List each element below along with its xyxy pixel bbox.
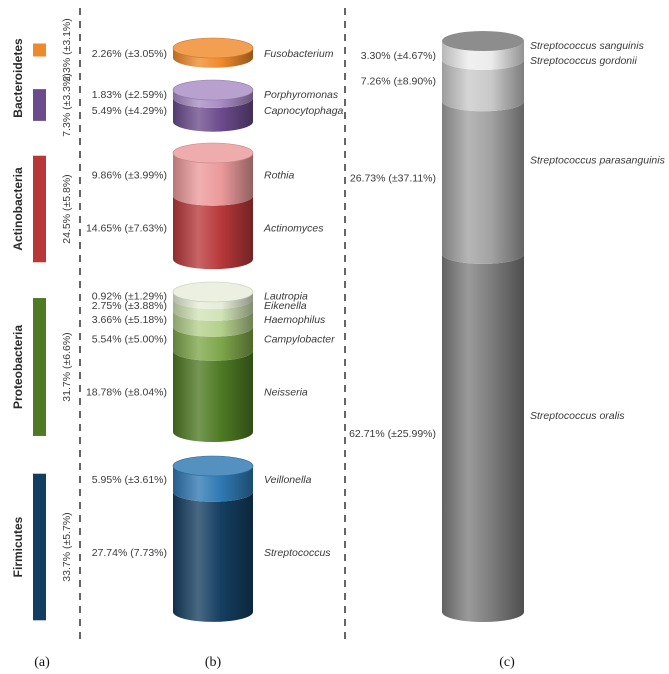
cylinder-top-bacteroidetes <box>172 79 254 101</box>
genus-percent-label: 2.75% (±3.88%) <box>92 300 167 312</box>
phylum-percent-label: 31.7% (±6.6%) <box>61 332 73 401</box>
genus-segment-capnocytophaga <box>173 97 253 132</box>
species-cylinder-top <box>442 31 524 51</box>
genus-percent-label: 5.95% (±3.61%) <box>92 474 167 486</box>
phylum-bar-0 <box>33 43 46 57</box>
species-percent-label: 7.26% (±8.90%) <box>361 76 436 88</box>
phylum-percent-label: 24.5% (±5.8%) <box>61 174 73 243</box>
species-segment-streptococcus-oralis <box>442 253 524 622</box>
cylinder-top-actinobacteria <box>172 142 254 164</box>
genus-percent-label: 9.86% (±3.99%) <box>92 169 167 181</box>
panel-label-b: (b) <box>205 655 222 670</box>
species-segment-streptococcus-gordonii <box>442 59 524 112</box>
genus-name-label-neisseria: Neisseria <box>264 386 308 398</box>
genus-name-label-actinomyces: Actinomyces <box>263 222 324 234</box>
genus-segment-neisseria <box>173 350 253 443</box>
genus-percent-label: 1.83% (±2.59%) <box>92 89 167 101</box>
phylum-label-bacteroidetes: Bacteroidetes <box>11 38 25 118</box>
genus-name-label-eikenella: Eikenella <box>264 300 307 312</box>
phylum-label-proteobacteria: Proteobacteria <box>11 325 25 409</box>
phylum-label-actinobacteria: Actinobacteria <box>11 167 25 251</box>
species-segment-streptococcus-sanguinis <box>442 41 524 70</box>
species-percent-label: 26.73% (±37.11%) <box>350 173 436 185</box>
genus-percent-label: 5.49% (±4.29%) <box>92 105 167 117</box>
panel-label-c: (c) <box>499 655 515 670</box>
genus-segment-rothia <box>173 153 253 206</box>
phylum-percent-label: 7.3% (±3.3%) <box>61 73 73 137</box>
phylum-bar-4 <box>33 473 46 621</box>
genus-name-label-porphyromonas: Porphyromonas <box>264 89 339 101</box>
panel-label-a: (a) <box>34 655 50 670</box>
species-name-label-streptococcus-parasanguinis: Streptococcus parasanguinis <box>530 155 666 167</box>
genus-segment-lautropia <box>173 292 253 309</box>
genus-segment-porphyromonas <box>173 90 253 108</box>
species-name-label-streptococcus-sanguinis: Streptococcus sanguinis <box>530 40 645 52</box>
genus-percent-label: 14.65% (±7.63%) <box>86 222 167 234</box>
genus-name-label-lautropia: Lautropia <box>264 291 308 303</box>
genus-segment-fusobacterium <box>173 48 253 68</box>
phylum-label-firmicutes: Firmicutes <box>11 516 25 577</box>
genus-percent-label: 0.92% (±1.29%) <box>92 291 167 303</box>
genus-name-label-haemophilus: Haemophilus <box>264 314 326 326</box>
species-segment-streptococcus-parasanguinis <box>442 101 524 264</box>
genus-name-label-veillonella: Veillonella <box>264 474 312 486</box>
genus-segment-haemophilus <box>173 310 253 337</box>
genus-percent-label: 27.74% (7.73%) <box>92 547 167 559</box>
phylum-percent-label: 33.7% (±5.7%) <box>61 512 73 581</box>
genus-name-label-campylobacter: Campylobacter <box>264 334 335 346</box>
species-name-label-streptococcus-gordonii: Streptococcus gordonii <box>530 55 637 67</box>
genus-percent-label: 3.66% (±5.18%) <box>92 314 167 326</box>
species-name-label-streptococcus-oralis: Streptococcus oralis <box>530 410 625 422</box>
genus-percent-label: 18.78% (±8.04%) <box>86 386 167 398</box>
genus-percent-label: 5.54% (±5.00%) <box>92 334 167 346</box>
genus-segment-campylobacter <box>173 326 253 361</box>
genus-segment-streptococcus <box>173 491 253 622</box>
genus-name-label-streptococcus: Streptococcus <box>264 547 331 559</box>
genus-segment-actinomyces <box>173 195 253 270</box>
genus-percent-label: 2.26% (±3.05%) <box>92 48 167 60</box>
cylinder-top-proteobacteria <box>172 281 254 303</box>
species-percent-label: 62.71% (±25.99%) <box>349 428 436 440</box>
phylum-bar-2 <box>33 155 46 263</box>
phylum-bar-3 <box>33 298 46 436</box>
cylinder-top-fusobacterium <box>172 37 254 59</box>
phylum-percent-label: 2.3% (±3.1%) <box>61 18 73 82</box>
cylinder-top-firmicutes <box>172 455 254 477</box>
genus-name-label-rothia: Rothia <box>264 169 295 181</box>
phylum-bar-1 <box>33 89 46 121</box>
genus-name-label-fusobacterium: Fusobacterium <box>264 48 334 60</box>
genus-segment-eikenella <box>173 299 253 321</box>
species-percent-label: 3.30% (±4.67%) <box>361 50 436 62</box>
genus-name-label-capnocytophaga: Capnocytophaga <box>264 105 344 117</box>
